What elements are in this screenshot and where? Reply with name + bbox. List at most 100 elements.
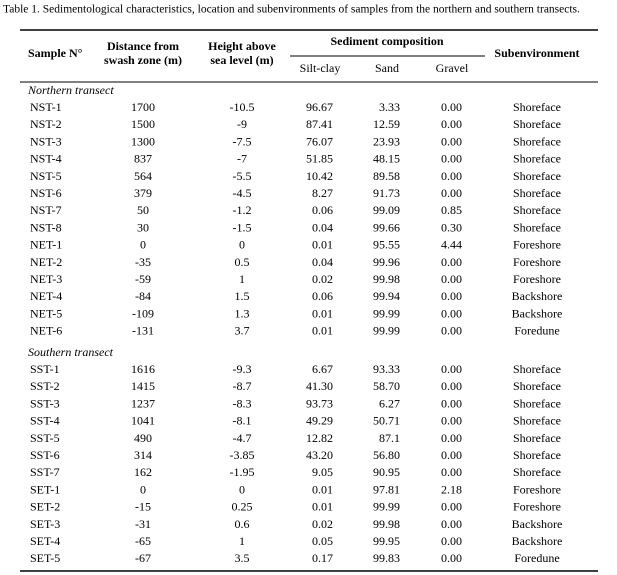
- table-cell: 0.00: [441, 186, 462, 200]
- table-cell: 3.7: [235, 324, 250, 338]
- table-cell: -65: [135, 534, 151, 548]
- table-cell: -35: [135, 255, 151, 269]
- table-cell: -1.2: [233, 203, 252, 217]
- table-cell: -31: [135, 517, 151, 531]
- table-cell: 1616: [131, 362, 155, 376]
- table-cell: NET-5: [30, 306, 62, 320]
- table-cell: 490: [134, 431, 152, 445]
- table-cell: Backshore: [512, 534, 563, 548]
- table-cell: 0.00: [441, 534, 462, 548]
- table-cell: Foreshore: [513, 500, 561, 514]
- table-cell: SST-2: [30, 379, 60, 393]
- table-cell: 0.00: [441, 134, 462, 148]
- table-cell: 99.94: [373, 289, 400, 303]
- table-cell: 0.00: [441, 431, 462, 445]
- table-cell: 10.42: [306, 169, 333, 183]
- table-cell: 93.73: [306, 396, 333, 410]
- table-cell: 8.27: [312, 186, 333, 200]
- table-cell: Shoreface: [513, 379, 561, 393]
- header-cell: Sand: [375, 61, 399, 75]
- table-cell: 1500: [131, 117, 155, 131]
- table-cell: 87.41: [306, 117, 333, 131]
- table-cell: Foreshore: [513, 482, 561, 496]
- table-cell: 58.70: [373, 379, 400, 393]
- table-cell: 99.99: [373, 306, 400, 320]
- table-cell: SST-7: [30, 465, 60, 479]
- table-cell: 2.18: [441, 482, 462, 496]
- table-cell: 0.02: [312, 517, 333, 531]
- table-cell: 0.06: [312, 289, 333, 303]
- table-cell: 1237: [131, 396, 155, 410]
- table-cell: 0.00: [441, 465, 462, 479]
- table-cell: SET-5: [30, 551, 60, 565]
- table-cell: NST-7: [30, 203, 62, 217]
- table-cell: 0.00: [441, 517, 462, 531]
- table-cell: SET-4: [30, 534, 60, 548]
- table-cell: 564: [134, 169, 152, 183]
- table-cell: Shoreface: [513, 396, 561, 410]
- table-cell: 0.00: [441, 379, 462, 393]
- table-cell: SST-4: [30, 414, 60, 428]
- table-cell: 4.44: [441, 238, 462, 252]
- table-cell: 99.83: [373, 551, 400, 565]
- table-cell: Shoreface: [513, 186, 561, 200]
- table-cell: 0.85: [441, 203, 462, 217]
- table-cell: SST-3: [30, 396, 60, 410]
- table-cell: -9.3: [233, 362, 252, 376]
- table-cell: -8.7: [233, 379, 252, 393]
- table-cell: 0.00: [441, 255, 462, 269]
- table-cell: 0.5: [235, 255, 250, 269]
- table-cell: Shoreface: [513, 448, 561, 462]
- table-cell: Shoreface: [513, 362, 561, 376]
- table-cell: 91.73: [373, 186, 400, 200]
- table-cell: 0: [239, 238, 245, 252]
- table-cell: 9.05: [312, 465, 333, 479]
- table-cell: 99.99: [373, 500, 400, 514]
- table-cell: Shoreface: [513, 465, 561, 479]
- table-cell: NET-2: [30, 255, 62, 269]
- table-cell: Shoreface: [513, 431, 561, 445]
- table-cell: 6.67: [312, 362, 333, 376]
- table-cell: Backshore: [512, 306, 563, 320]
- table-cell: 76.07: [306, 134, 333, 148]
- table-cell: 0.00: [441, 289, 462, 303]
- table-cell: 0.02: [312, 272, 333, 286]
- table-cell: Shoreface: [513, 169, 561, 183]
- table-cell: Foredune: [514, 324, 559, 338]
- table-cell: Foredune: [514, 551, 559, 565]
- table-cell: Shoreface: [513, 117, 561, 131]
- table-cell: 1: [239, 534, 245, 548]
- table-cell: 1041: [131, 414, 155, 428]
- table-cell: NST-1: [30, 100, 62, 114]
- table-cell: 23.93: [373, 134, 400, 148]
- table-cell: 95.55: [373, 238, 400, 252]
- table-cell: 0.00: [441, 152, 462, 166]
- table-cell: 99.09: [373, 203, 400, 217]
- table-cell: Shoreface: [513, 134, 561, 148]
- table-cell: Foreshore: [513, 238, 561, 252]
- table-cell: NST-4: [30, 152, 62, 166]
- group-label: Southern transect: [28, 345, 114, 359]
- table-cell: 12.59: [373, 117, 400, 131]
- table-cell: 99.99: [373, 324, 400, 338]
- table-cell: Shoreface: [513, 152, 561, 166]
- table-cell: 0.05: [312, 534, 333, 548]
- table-cell: -109: [132, 306, 154, 320]
- group-label: Northern transect: [27, 83, 114, 97]
- table-cell: 87.1: [379, 431, 400, 445]
- table-cell: NET-1: [30, 238, 62, 252]
- table-cell: -84: [135, 289, 151, 303]
- table-cell: 162: [134, 465, 152, 479]
- table-cell: NST-5: [30, 169, 62, 183]
- table-cell: 0.04: [312, 255, 333, 269]
- table-cell: SST-6: [30, 448, 60, 462]
- caption: Table 1. Sedimentological characteristic…: [3, 4, 580, 16]
- table-cell: 0.00: [441, 324, 462, 338]
- table-cell: 0.00: [441, 117, 462, 131]
- table-cell: 0.17: [312, 551, 333, 565]
- table-cell: 51.85: [306, 152, 333, 166]
- table-cell: Backshore: [512, 517, 563, 531]
- table-cell: SET-3: [30, 517, 60, 531]
- table-cell: 0.00: [441, 272, 462, 286]
- header-cell: Distance from: [107, 39, 179, 53]
